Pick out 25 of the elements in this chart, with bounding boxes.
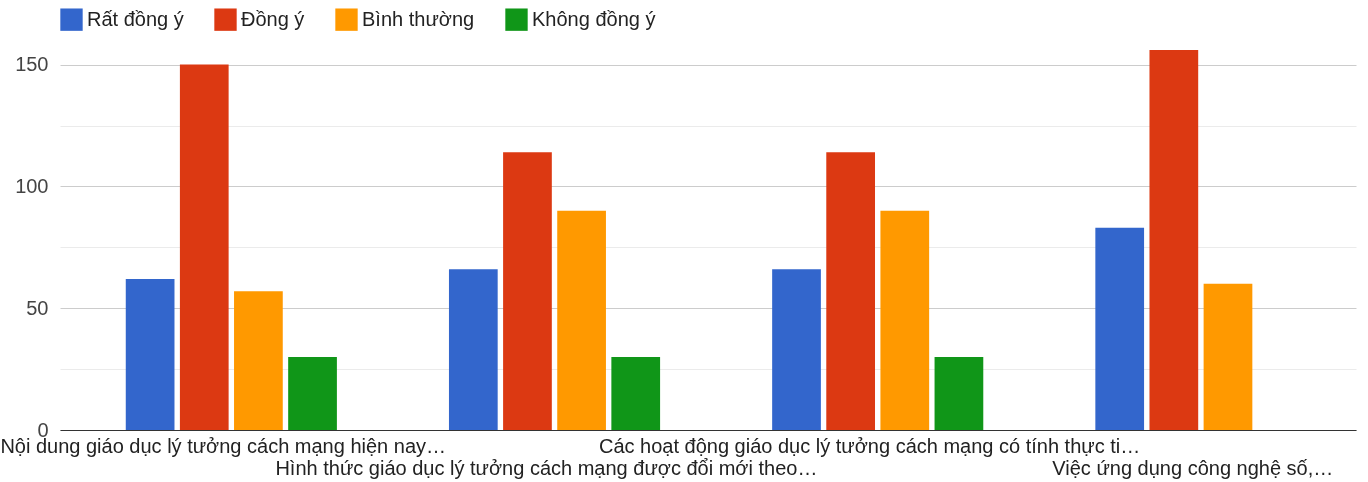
legend-label: Bình thường (362, 7, 475, 30)
bar (880, 210, 930, 430)
legend-label: Rất đồng ý (87, 7, 184, 30)
bar (1095, 227, 1145, 430)
x-tick-label: Các hoạt động giáo dục lý tưởng cách mạng có tính thực ti… (598, 434, 1141, 457)
bar (448, 269, 498, 430)
bar (826, 152, 876, 430)
bar (1149, 50, 1199, 430)
legend-label: Không đồng ý (532, 7, 656, 30)
bar (503, 152, 552, 430)
x-tick-label: Hình thức giáo dục lý tưởng cách mạng được đổi mới theo… (275, 456, 818, 479)
bar (288, 356, 337, 430)
y-tick-label: 50 (26, 296, 49, 319)
bar (772, 269, 821, 430)
bar (234, 291, 283, 430)
bar (1203, 283, 1253, 430)
x-tick-label: Việc ứng dụng công nghệ số,… (1052, 456, 1334, 479)
legend-label: Đồng ý (241, 7, 305, 30)
bar (557, 210, 606, 430)
bar (179, 64, 229, 430)
bar (125, 278, 175, 430)
bar (934, 356, 984, 430)
y-tick-label: 150 (15, 53, 49, 76)
bar (611, 356, 661, 430)
y-tick-label: 100 (15, 174, 49, 197)
